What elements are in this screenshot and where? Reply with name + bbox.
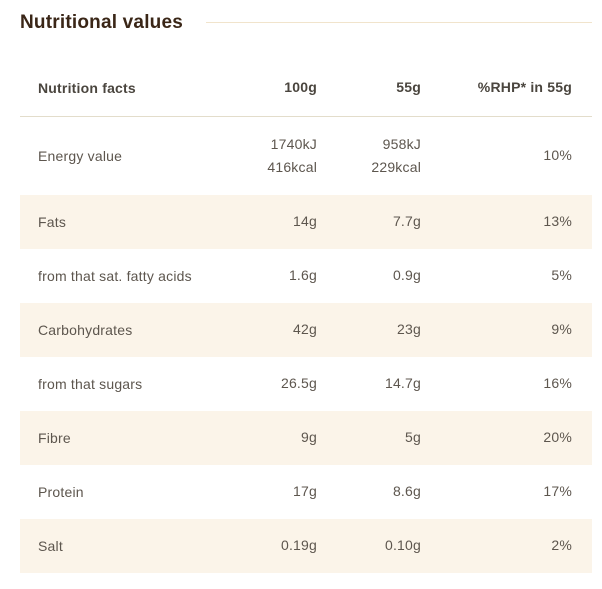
value-per-55g: 0.9g <box>392 267 421 284</box>
value-per-100g: 26.5g <box>280 375 317 392</box>
row-label: Fats <box>38 214 67 230</box>
nutritional-values-section: Nutritional values Nutrition facts 100g … <box>20 11 592 573</box>
value-per-100g: 1.6g <box>288 267 317 284</box>
value-per-100g: 0.19g <box>280 537 317 554</box>
table-row: Salt 0.19g 0.10g 2% <box>20 519 592 573</box>
value-per-55g: 7.7g <box>392 213 421 230</box>
value-per-55g: 958kJ 229kcal <box>371 135 421 175</box>
value-per-55g: 8.6g <box>392 483 421 500</box>
table-row: Protein 17g 8.6g 17% <box>20 465 592 519</box>
value-rhp-in-55g: 5% <box>551 267 572 284</box>
row-label: Fibre <box>38 430 71 446</box>
table-row: Energy value 1740kJ 416kcal 958kJ 229kca… <box>20 117 592 195</box>
section-title: Nutritional values <box>20 12 184 33</box>
value-rhp-in-55g: 20% <box>543 429 572 446</box>
value-rhp-in-55g: 17% <box>543 483 572 500</box>
value-per-55g: 23g <box>397 321 421 338</box>
table-row: Fibre 9g 5g 20% <box>20 411 592 465</box>
table-row: from that sugars 26.5g 14.7g 16% <box>20 357 592 411</box>
column-header-100g: 100g <box>284 79 317 96</box>
value-rhp-in-55g: 9% <box>551 321 572 338</box>
value-per-100g: 14g <box>293 213 317 230</box>
row-label: from that sat. fatty acids <box>38 268 192 284</box>
column-header-rhp-in-55g: %RHP* in 55g <box>477 79 572 96</box>
title-divider-line <box>206 22 592 23</box>
value-rhp-in-55g: 16% <box>543 375 572 392</box>
value-per-100g: 42g <box>293 321 317 338</box>
value-rhp-in-55g: 2% <box>551 537 572 554</box>
table-header-row: Nutrition facts 100g 55g %RHP* in 55g <box>20 60 592 117</box>
column-header-55g: 55g <box>396 79 421 96</box>
value-per-55g: 0.10g <box>384 537 421 554</box>
value-rhp-in-55g: 10% <box>543 147 572 164</box>
table-row: Fats 14g 7.7g 13% <box>20 195 592 249</box>
row-label: Carbohydrates <box>38 322 133 338</box>
table-row: Carbohydrates 42g 23g 9% <box>20 303 592 357</box>
row-label: Protein <box>38 484 84 500</box>
table-body: Energy value 1740kJ 416kcal 958kJ 229kca… <box>20 117 592 573</box>
value-rhp-in-55g: 13% <box>543 213 572 230</box>
row-label: Salt <box>38 538 63 554</box>
value-per-100g: 9g <box>301 429 317 446</box>
section-title-row: Nutritional values <box>20 11 592 34</box>
value-per-100g: 1740kJ 416kcal <box>267 135 317 175</box>
row-label: Energy value <box>38 148 123 164</box>
value-per-55g: 5g <box>405 429 421 446</box>
value-per-100g: 17g <box>293 483 317 500</box>
value-per-55g: 14.7g <box>384 375 421 392</box>
row-label: from that sugars <box>38 376 143 392</box>
column-header-nutrition-facts: Nutrition facts <box>38 80 136 96</box>
table-row: from that sat. fatty acids 1.6g 0.9g 5% <box>20 249 592 303</box>
nutrition-facts-table: Nutrition facts 100g 55g %RHP* in 55g En… <box>20 60 592 573</box>
